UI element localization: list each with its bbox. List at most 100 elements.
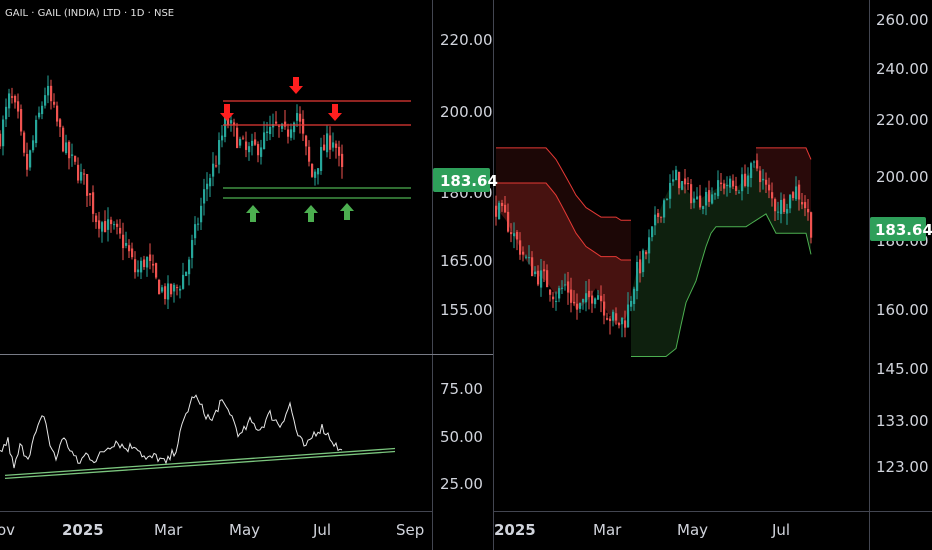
- candle-body: [669, 182, 672, 199]
- candle-body: [209, 178, 212, 187]
- candle-body: [164, 286, 167, 300]
- candle-body: [284, 121, 287, 127]
- down-arrow-icon: [220, 104, 234, 121]
- candle-body: [606, 318, 609, 320]
- candle-body: [672, 179, 675, 182]
- right-price-tick: 220.00: [876, 111, 929, 129]
- candle-body: [338, 146, 341, 156]
- candle-body: [777, 211, 780, 213]
- left-date-label: May: [229, 521, 260, 539]
- candle-body: [59, 119, 62, 128]
- rsi-trendline: [4, 447, 396, 477]
- candle-body: [810, 212, 813, 238]
- candle-body: [615, 313, 618, 321]
- left-candles: [0, 75, 344, 309]
- lower-stop-band: [631, 213, 812, 357]
- candle-body: [131, 248, 134, 258]
- candle-body: [507, 211, 510, 232]
- candle-body: [624, 320, 627, 328]
- candle-body: [747, 175, 750, 187]
- candle-body: [678, 171, 681, 189]
- right-date-label: Mar: [593, 521, 622, 539]
- candle-body: [525, 256, 528, 258]
- candle-body: [47, 85, 50, 96]
- candle-body: [0, 133, 2, 147]
- candle-body: [741, 174, 744, 192]
- left-time-axis: ov 2025 Mar May Jul Sep: [0, 521, 424, 539]
- candle-body: [8, 93, 11, 109]
- candle-body: [230, 120, 233, 124]
- candle-body: [272, 124, 275, 128]
- candle-body: [552, 296, 555, 300]
- candle-body: [690, 184, 693, 204]
- candle-body: [696, 196, 699, 200]
- rsi-trendline: [4, 450, 396, 480]
- candle-body: [789, 194, 792, 209]
- candle-body: [41, 105, 44, 115]
- candle-body: [83, 173, 86, 175]
- candle-body: [104, 221, 107, 233]
- candle-body: [101, 222, 104, 232]
- candle-body: [122, 234, 125, 249]
- candle-body: [513, 233, 516, 237]
- candle-body: [591, 295, 594, 304]
- candle-body: [567, 281, 570, 293]
- candle-body: [149, 254, 152, 261]
- candle-body: [167, 283, 170, 300]
- candle-body: [320, 147, 323, 171]
- candle-body: [771, 192, 774, 199]
- candle-body: [657, 213, 660, 218]
- right-price-tick: 123.00: [876, 458, 929, 476]
- candle-body: [179, 288, 182, 291]
- right-price-tick: 145.00: [876, 360, 929, 378]
- candle-body: [795, 186, 798, 200]
- right-date-label: Jul: [771, 521, 790, 539]
- candle-body: [119, 227, 122, 234]
- candle-body: [68, 141, 71, 159]
- candle-body: [618, 322, 621, 326]
- candle-body: [200, 205, 203, 223]
- candle-body: [113, 224, 116, 226]
- candle-body: [296, 113, 299, 121]
- candle-body: [137, 269, 140, 273]
- upper-stop-band: [496, 182, 631, 261]
- candle-body: [194, 224, 197, 239]
- left-price-tick: 165.00: [440, 252, 493, 270]
- down-arrow-icon: [289, 77, 303, 94]
- candle-body: [726, 185, 729, 187]
- candle-body: [218, 140, 221, 165]
- candle-body: [597, 295, 600, 300]
- candle-body: [504, 204, 507, 213]
- candle-body: [185, 271, 188, 277]
- candle-body: [801, 202, 804, 205]
- candle-body: [278, 125, 281, 127]
- candle-body: [570, 289, 573, 303]
- candle-body: [71, 154, 74, 156]
- candle-body: [110, 219, 113, 225]
- candle-body: [293, 122, 296, 133]
- down-arrow-icon: [328, 104, 342, 121]
- candle-body: [80, 171, 83, 181]
- candle-body: [558, 288, 561, 299]
- candle-body: [266, 131, 269, 133]
- candle-body: [603, 301, 606, 316]
- candle-body: [546, 270, 549, 288]
- candle-body: [675, 169, 678, 181]
- candle-body: [23, 132, 26, 153]
- candle-body: [633, 288, 636, 304]
- candle-body: [191, 240, 194, 258]
- candle-body: [107, 219, 110, 230]
- candle-body: [98, 220, 101, 229]
- left-price-tick: 200.00: [440, 103, 493, 121]
- candle-body: [302, 118, 305, 134]
- up-arrow-icon: [304, 205, 318, 222]
- chart-title: GAIL · GAIL (INDIA) LTD · 1D · NSE: [5, 8, 174, 19]
- right-date-label: May: [677, 521, 708, 539]
- candle-body: [329, 135, 332, 150]
- candle-body: [269, 126, 272, 135]
- candle-body: [600, 295, 603, 302]
- candle-body: [125, 242, 128, 246]
- candle-body: [735, 185, 738, 191]
- candle-body: [693, 198, 696, 203]
